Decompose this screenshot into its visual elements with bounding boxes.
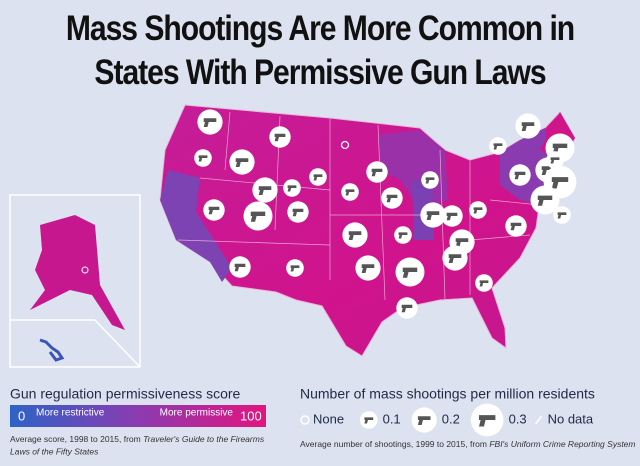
source: Average number of shootings, 1999 to 201… [300,439,635,449]
gun-icon [521,122,535,132]
gun-icon [417,416,431,426]
gun-icon [290,265,300,272]
gun-icon [364,417,374,424]
gun-icon [446,212,458,221]
gun-icon [455,238,469,248]
gun-icon [551,177,569,189]
size-legend: Number of mass shootings per million res… [300,386,635,450]
gun-icon [345,189,355,196]
gun-icon [510,222,522,231]
size-label: 0.2 [442,411,460,426]
gun-icon [250,211,266,222]
gun-icon [537,195,553,206]
gun-icon [426,211,440,221]
gun-icon [234,263,246,272]
gun-icon [287,185,297,192]
gun-icon [478,415,496,427]
gun-icon [550,157,560,164]
gun-icon [361,264,375,274]
no-data-symbol [534,415,543,425]
gun-icon [552,143,568,154]
marker [340,140,350,150]
title-line: Mass Shootings Are More Common in [65,9,575,48]
legend-title: Gun regulation permissiveness score [10,386,241,402]
gun-icon [425,177,435,184]
gun-icon [258,186,272,196]
gun-icon [313,174,323,181]
gun-icon [292,208,304,217]
gun-icon [514,171,526,180]
inset [9,194,141,368]
gun-icon [401,304,413,313]
source-title: Laws of the Fifty States [10,446,99,456]
gun-icon [235,158,249,168]
gun-icon [203,118,217,128]
gun-icon [198,155,208,162]
source: Average score, 1998 to 2015, from Travel… [10,434,265,444]
source-text: Average score, 1998 to 2015, from [10,434,143,444]
gun-icon [402,267,418,278]
gun-icon [208,206,220,215]
color-legend: Gun regulation permissiveness score 0 Mo… [10,386,266,456]
size-label: 0.1 [383,411,401,426]
no-data-label: No data [548,411,594,426]
title-line: States With Permissive Gun Laws [94,53,546,92]
gun-icon [386,194,398,203]
none-symbol [300,415,310,425]
gun-icon [398,232,408,239]
scale-max: 100 [240,408,262,423]
gun-icon [371,168,383,177]
scale-right-label: More permissive [160,408,234,419]
gun-icon [348,231,362,241]
source-text: Average number of shootings, 1999 to 201… [300,439,489,449]
gun-icon [473,207,483,214]
size-label: 0.3 [509,411,527,426]
legend-title: Number of mass shootings per million res… [300,386,595,402]
scale-min: 0 [18,408,25,423]
gun-icon [493,143,503,150]
gun-icon [557,212,567,219]
gun-icon [448,254,462,264]
source-title: Traveler's Guide to the Firearms [143,434,265,444]
source-title: FBI's Uniform Crime Reporting System [489,439,635,449]
gun-icon [274,133,286,142]
scale-left-label: More restrictive [36,408,105,419]
gun-icon [479,280,489,287]
color-scale [10,405,266,427]
none-label: None [313,411,344,426]
